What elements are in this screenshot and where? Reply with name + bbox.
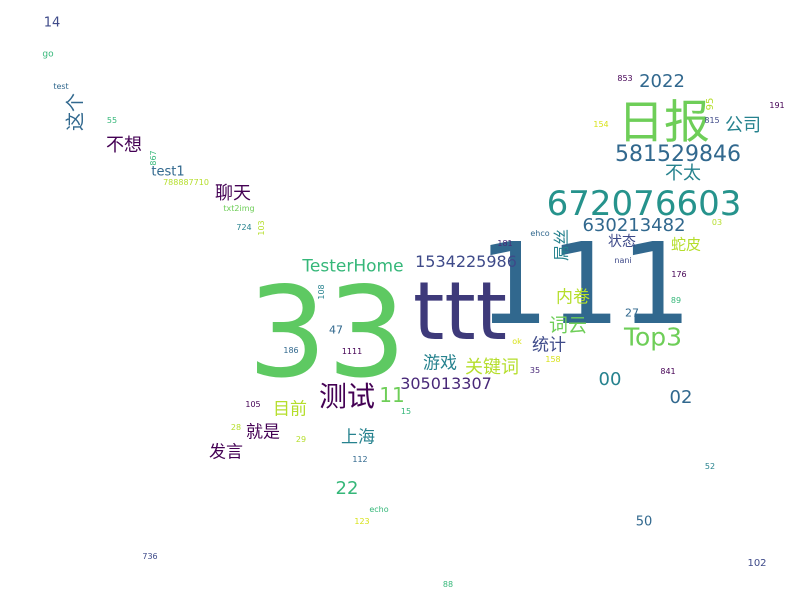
word-581529846: 581529846 — [615, 142, 741, 167]
word-2022: 2022 — [639, 71, 685, 92]
word-14: 14 — [43, 15, 61, 31]
word-currently: 目前 — [273, 399, 307, 420]
word-35: 35 — [529, 366, 541, 375]
word-28: 28 — [230, 423, 242, 432]
word-112: 112 — [352, 455, 368, 464]
word-47: 47 — [329, 323, 343, 337]
word-103: 103 — [257, 220, 266, 236]
word-154: 154 — [593, 120, 609, 129]
word-txt2img: txt2img — [223, 204, 255, 213]
word-ok: ok — [512, 337, 522, 346]
word-word-cloud: 词云 — [548, 314, 588, 337]
word-ttt: ttt — [412, 265, 508, 358]
word-nani: nani — [614, 256, 632, 265]
word-55: 55 — [106, 116, 118, 125]
word-52: 52 — [704, 462, 716, 471]
word-123: 123 — [354, 517, 370, 526]
word-dont-want: 不想 — [106, 135, 142, 156]
word-27: 27 — [625, 306, 639, 320]
word-841: 841 — [660, 367, 676, 376]
word-186: 186 — [283, 346, 299, 355]
word-test1: test1 — [151, 164, 185, 180]
word-not-quite: 不太 — [665, 163, 701, 184]
word-this: 这个 — [64, 92, 87, 132]
word-724: 724 — [236, 223, 252, 232]
word-shanghai: 上海 — [341, 427, 375, 448]
word-102: 102 — [747, 558, 767, 569]
word-176: 176 — [671, 270, 687, 279]
word-630213482: 630213482 — [582, 215, 686, 236]
word-speak: 发言 — [209, 442, 243, 463]
word-go: go — [42, 49, 54, 60]
word-status: 状态 — [608, 234, 636, 250]
word-191: 191 — [769, 101, 785, 110]
word-03: 03 — [711, 218, 723, 227]
word-815: 815 — [704, 116, 720, 125]
word-keyword: 关键词 — [465, 357, 519, 378]
word-11: 11 — [379, 383, 405, 407]
word-867: 867 — [149, 150, 158, 166]
word-game: 游戏 — [423, 353, 457, 374]
word-15: 15 — [400, 407, 412, 416]
word-305013307: 305013307 — [400, 374, 492, 393]
word-02: 02 — [669, 387, 693, 408]
word-88: 88 — [442, 580, 454, 589]
word-89: 89 — [670, 296, 682, 305]
word-33: 33 — [247, 260, 407, 406]
word-company: 公司 — [725, 115, 761, 136]
word-00: 00 — [598, 369, 622, 390]
word-672076603: 672076603 — [546, 184, 742, 224]
word-1111: 1111 — [341, 347, 363, 356]
word-22: 22 — [335, 478, 359, 499]
word-105: 105 — [245, 400, 261, 409]
word-111: 111 — [478, 220, 692, 350]
word-108: 108 — [317, 284, 326, 300]
word-181: 181 — [497, 239, 513, 248]
word-just-is: 就是 — [246, 422, 280, 443]
word-95: 95 — [705, 97, 716, 111]
word-1534225986: 1534225986 — [415, 252, 517, 271]
word-788887710: 788887710 — [163, 178, 209, 187]
word-snake-skin: 蛇皮 — [670, 235, 702, 254]
word-test-cn: 测试 — [318, 380, 376, 413]
word-daily-report: 日报 — [618, 95, 710, 149]
word-test: test — [53, 82, 69, 91]
word-853: 853 — [617, 74, 633, 83]
word-loser: 屌丝 — [552, 228, 571, 262]
word-29: 29 — [295, 435, 307, 444]
word-involution: 内卷 — [556, 287, 590, 308]
word-ehco: ehco — [530, 229, 550, 238]
word-158: 158 — [545, 355, 561, 364]
word-statistics: 统计 — [532, 335, 566, 356]
word-chat: 聊天 — [215, 183, 251, 204]
word-testerhome: TesterHome — [302, 256, 404, 277]
word-top3: Top3 — [623, 322, 683, 352]
word-50: 50 — [635, 514, 653, 530]
word-echo: echo — [369, 505, 389, 514]
word-736: 736 — [142, 552, 158, 561]
